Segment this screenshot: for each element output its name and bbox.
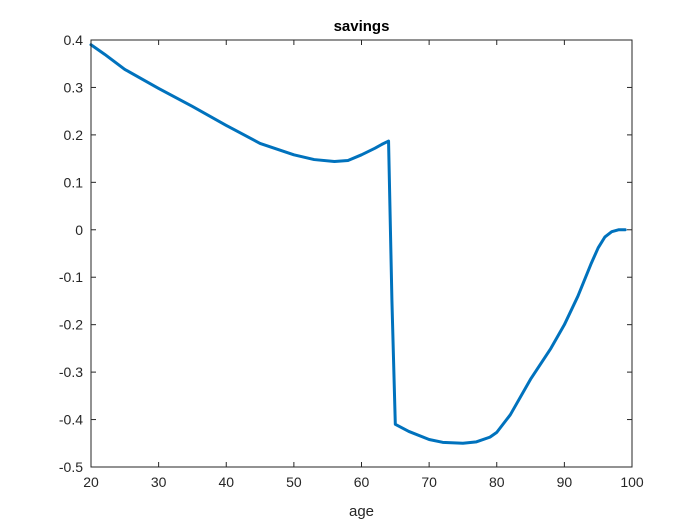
x-tick-label: 100 — [620, 474, 644, 490]
y-tick-label: 0.2 — [64, 127, 84, 143]
x-tick-label: 20 — [83, 474, 99, 490]
x-tick-label: 60 — [354, 474, 370, 490]
y-tick-label: -0.1 — [59, 269, 83, 285]
plot-area — [89, 43, 627, 445]
y-tick-label: 0.1 — [64, 174, 84, 190]
y-axis-ticks: -0.5 -0.4 -0.3 -0.2 -0.1 0 0.1 0.2 0.3 0.4 — [59, 32, 632, 475]
x-tick-label: 30 — [151, 474, 167, 490]
x-tick-label: 70 — [421, 474, 437, 490]
y-tick-label: -0.4 — [59, 412, 83, 428]
x-tick-label: 40 — [218, 474, 234, 490]
series-line-0 — [89, 43, 627, 445]
x-tick-label: 50 — [286, 474, 302, 490]
x-tick-label: 80 — [489, 474, 505, 490]
plot-background — [91, 40, 632, 467]
y-tick-label: -0.3 — [59, 364, 83, 380]
x-axis-label: age — [349, 503, 374, 520]
y-tick-label: -0.2 — [59, 317, 83, 333]
x-tick-label: 90 — [557, 474, 573, 490]
x-axis-ticks: 20 30 40 50 60 70 80 90 100 — [83, 40, 644, 490]
y-tick-label: 0.3 — [64, 79, 84, 95]
chart-title: savings — [334, 18, 390, 35]
y-tick-label: -0.5 — [59, 459, 83, 475]
y-tick-label: 0.4 — [64, 32, 84, 48]
y-tick-label: 0 — [75, 222, 83, 238]
